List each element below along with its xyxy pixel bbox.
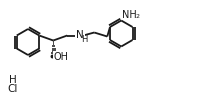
Text: H: H [82, 34, 88, 43]
Text: H: H [9, 75, 17, 85]
Text: Cl: Cl [8, 84, 18, 94]
Text: OH: OH [54, 52, 69, 62]
Text: N: N [76, 30, 84, 40]
Text: 2: 2 [135, 14, 139, 19]
Text: NH: NH [122, 9, 137, 19]
